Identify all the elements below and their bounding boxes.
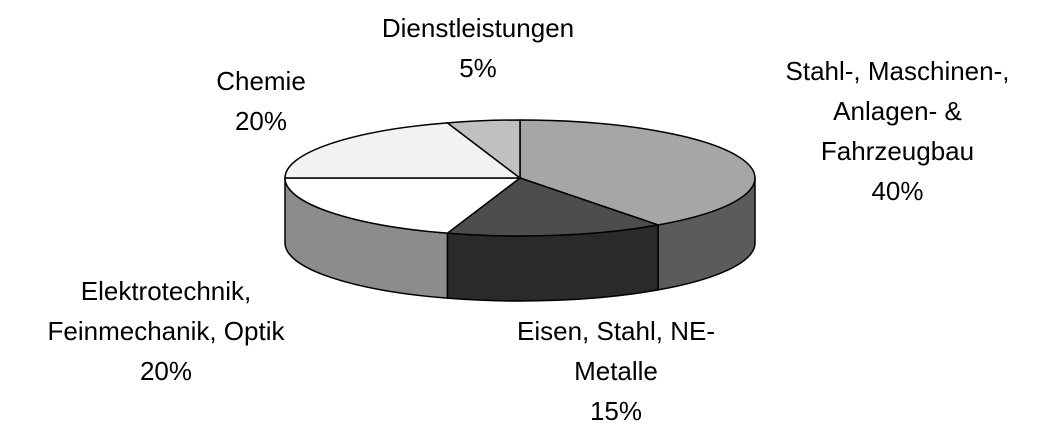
slice — [445, 119, 521, 180]
value-label: 5% — [459, 53, 497, 83]
value-label: 40% — [871, 176, 924, 206]
slice — [519, 119, 756, 226]
slice — [284, 122, 523, 179]
value-label: 20% — [139, 356, 193, 386]
category-label: Dienstleistungen — [381, 13, 575, 43]
slice-side — [446, 224, 659, 302]
category-label: Chemie — [216, 66, 306, 96]
value-label: 20% — [234, 106, 288, 136]
data-label: Stahl-, Maschinen-, Anlagen- & Fahrzeugb… — [760, 51, 1035, 211]
category-label: Stahl-, Maschinen-, Anlagen- & Fahrzeugb… — [785, 56, 1010, 166]
data-label: Elektrotechnik, Feinmechanik, Optik 20% — [16, 271, 316, 391]
slice — [284, 177, 523, 234]
slice — [445, 177, 659, 237]
value-label: 15% — [589, 396, 643, 426]
data-label: Chemie 20% — [161, 61, 361, 141]
data-label: Dienstleistungen 5% — [328, 8, 628, 88]
category-label: Elektrotechnik, Feinmechanik, Optik — [47, 276, 285, 346]
category-label: Eisen, Stahl, NE-Metalle — [517, 316, 715, 386]
data-label: Eisen, Stahl, NE-Metalle 15% — [496, 311, 736, 431]
